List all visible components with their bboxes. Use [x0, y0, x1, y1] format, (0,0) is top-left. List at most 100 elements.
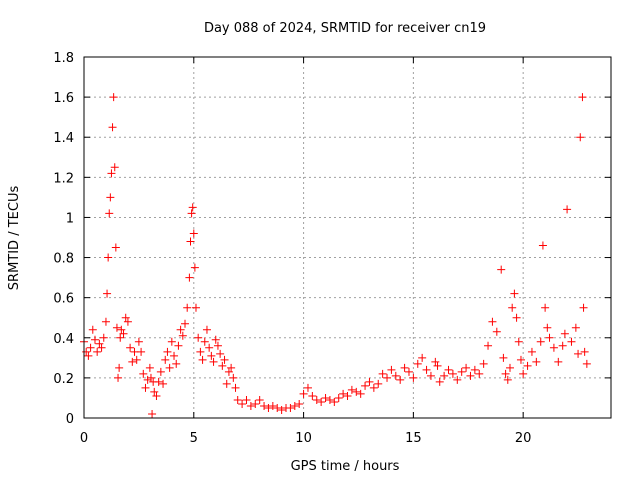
data-point	[148, 409, 157, 418]
data-point	[165, 363, 174, 372]
axis-ticks	[83, 56, 611, 419]
data-point	[93, 347, 102, 356]
data-point	[227, 363, 236, 372]
data-point	[106, 193, 115, 202]
data-point	[383, 373, 392, 382]
data-point	[295, 399, 304, 408]
data-point	[156, 367, 165, 376]
data-point	[479, 359, 488, 368]
data-point	[361, 381, 370, 390]
data-point	[396, 375, 405, 384]
data-point	[369, 383, 378, 392]
data-point	[325, 395, 334, 404]
data-point	[101, 317, 110, 326]
data-point	[560, 329, 569, 338]
data-point	[111, 243, 120, 252]
data-point	[567, 337, 576, 346]
data-point	[178, 331, 187, 340]
data-point	[273, 403, 282, 412]
data-point	[216, 349, 225, 358]
data-point	[220, 355, 229, 364]
data-point	[233, 395, 242, 404]
data-point	[527, 347, 536, 356]
data-point	[321, 393, 330, 402]
data-point	[188, 203, 197, 212]
data-point	[121, 313, 130, 322]
data-point	[391, 371, 400, 380]
data-point	[108, 123, 117, 132]
data-point	[141, 383, 150, 392]
data-point	[578, 93, 587, 102]
data-point	[183, 303, 192, 312]
data-point	[170, 351, 179, 360]
data-point	[549, 343, 558, 352]
data-point	[501, 369, 510, 378]
data-point	[426, 371, 435, 380]
data-point	[150, 387, 159, 396]
data-point	[554, 357, 563, 366]
data-point	[99, 333, 108, 342]
y-tick-label: 0	[66, 412, 74, 427]
data-point	[97, 343, 106, 352]
data-point	[222, 379, 231, 388]
data-point	[378, 369, 387, 378]
data-point	[580, 347, 589, 356]
data-point	[574, 349, 583, 358]
data-point	[374, 379, 383, 388]
data-point	[545, 333, 554, 342]
data-point	[571, 323, 580, 332]
data-point	[484, 341, 493, 350]
data-point	[190, 263, 199, 272]
data-point	[251, 399, 260, 408]
data-point	[497, 265, 506, 274]
data-point	[194, 333, 203, 342]
data-point	[462, 363, 471, 372]
y-tick-label: 0.2	[53, 372, 74, 387]
data-point	[532, 357, 541, 366]
data-point	[312, 395, 321, 404]
data-point	[154, 377, 163, 386]
data-point	[365, 377, 374, 386]
data-point	[356, 389, 365, 398]
data-point	[475, 369, 484, 378]
data-point	[343, 391, 352, 400]
data-point	[512, 313, 521, 322]
data-point	[86, 343, 95, 352]
data-point	[330, 397, 339, 406]
data-point	[352, 387, 361, 396]
data-point	[181, 319, 190, 328]
grid	[84, 57, 611, 418]
data-point	[255, 395, 264, 404]
data-point	[172, 359, 181, 368]
data-point	[508, 303, 517, 312]
data-point	[582, 359, 591, 368]
data-point	[104, 253, 113, 262]
data-point	[347, 385, 356, 394]
data-point	[536, 337, 545, 346]
data-point	[286, 403, 295, 412]
data-point	[543, 323, 552, 332]
data-point	[242, 395, 251, 404]
x-tick-labels: 0 5 10 15 20	[80, 431, 532, 446]
data-point	[523, 361, 532, 370]
data-point	[579, 303, 588, 312]
data-point	[516, 355, 525, 364]
data-point	[317, 397, 326, 406]
data-point	[205, 343, 214, 352]
data-point	[112, 323, 121, 332]
data-point	[238, 399, 247, 408]
data-point	[209, 357, 218, 366]
data-point	[109, 93, 118, 102]
data-point	[159, 379, 168, 388]
data-point	[576, 133, 585, 142]
data-point	[264, 403, 273, 412]
data-point	[290, 401, 299, 410]
x-tick-label: 15	[405, 431, 422, 446]
data-point	[492, 327, 501, 336]
data-point	[198, 355, 207, 364]
chart-title: Day 088 of 2024, SRMTID for receiver cn1…	[204, 21, 486, 36]
data-point	[186, 237, 195, 246]
data-point	[110, 163, 119, 172]
data-point	[404, 367, 413, 376]
data-point	[431, 357, 440, 366]
